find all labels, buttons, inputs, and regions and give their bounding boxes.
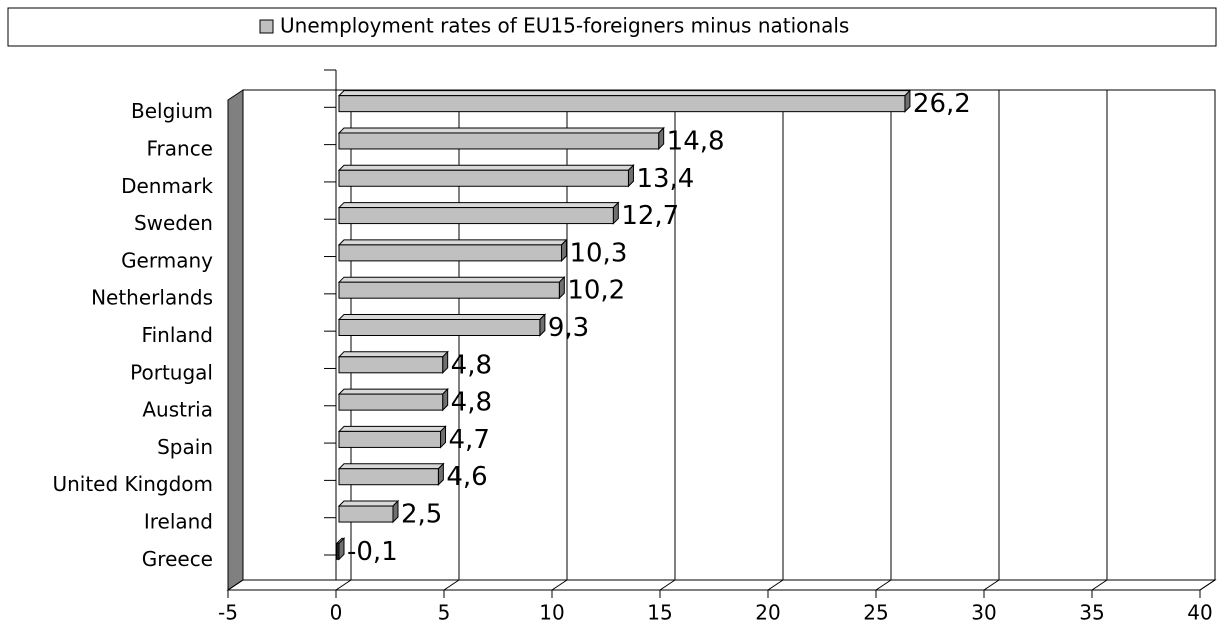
bar	[338, 505, 394, 523]
bar-top	[337, 127, 665, 134]
y-tick-label: Germany	[121, 248, 213, 272]
floor	[226, 579, 1217, 591]
y-tick-label: Denmark	[121, 174, 213, 198]
bar-top	[337, 425, 447, 432]
bar-top	[337, 351, 449, 358]
y-tick-label: United Kingdom	[52, 472, 213, 496]
value-label: 12,7	[621, 201, 679, 231]
x-tick-label: 5	[438, 601, 451, 625]
bar	[338, 132, 660, 150]
bar	[338, 393, 444, 411]
x-tick-label: 40	[1187, 601, 1212, 625]
bar-top	[337, 276, 566, 283]
value-label: -0,1	[347, 537, 398, 567]
y-tick-label: Netherlands	[91, 286, 213, 310]
y-tick-label: Portugal	[130, 360, 213, 384]
grid-line	[983, 579, 1000, 591]
value-label: 13,4	[636, 164, 694, 194]
x-tick-label: 10	[539, 601, 564, 625]
y-tick-label: France	[146, 136, 213, 160]
grid-line	[443, 579, 460, 591]
bar	[338, 356, 444, 374]
bar	[336, 542, 340, 560]
grid-line	[659, 579, 676, 591]
y-tick-label: Belgium	[131, 99, 213, 123]
grid-line	[1091, 579, 1108, 591]
y-tick-label: Greece	[142, 547, 213, 571]
value-label: 4,6	[446, 462, 487, 492]
value-label: 4,7	[449, 425, 490, 455]
bar	[338, 319, 541, 336]
bar	[338, 468, 439, 486]
bar-top	[337, 314, 547, 320]
x-tick-label: 20	[755, 601, 780, 625]
bar	[338, 430, 442, 448]
bar-top	[337, 164, 635, 171]
value-label: 9,3	[548, 313, 589, 343]
legend-swatch	[259, 19, 274, 34]
bar-top	[337, 90, 912, 97]
grid-line	[875, 579, 892, 591]
bar	[338, 95, 906, 113]
x-tick-label: 0	[330, 601, 343, 625]
value-label: 26,2	[913, 89, 971, 119]
bar	[338, 169, 629, 187]
y-tick-label: Austria	[142, 398, 213, 422]
bar	[338, 281, 560, 299]
grid-line	[335, 579, 352, 591]
grid-line	[551, 579, 568, 591]
bar-top	[337, 202, 620, 209]
legend-label: Unemployment rates of EU15-foreigners mi…	[280, 14, 849, 38]
grid-line	[1199, 579, 1216, 591]
bar-top	[337, 239, 568, 246]
y-tick-label: Finland	[142, 323, 213, 347]
x-tick-label: 25	[863, 601, 888, 625]
value-label: 4,8	[451, 388, 492, 418]
bar-top	[337, 388, 449, 395]
x-tick-label: -5	[218, 601, 238, 625]
value-label: 2,5	[401, 500, 442, 530]
bar	[338, 207, 614, 225]
value-label: 14,8	[667, 126, 725, 156]
y-tick-label: Ireland	[144, 510, 213, 534]
bar-top	[337, 463, 445, 470]
x-tick-label: 35	[1079, 601, 1104, 625]
x-tick-label: 15	[647, 601, 672, 625]
bar-top	[337, 500, 400, 507]
y-tick-label: Sweden	[134, 211, 213, 235]
side-wall	[227, 89, 244, 591]
y-tick-label: Spain	[157, 435, 213, 459]
value-label: 10,2	[567, 276, 625, 306]
grid-line	[227, 579, 244, 591]
value-label: 10,3	[569, 238, 627, 268]
value-label: 4,8	[451, 350, 492, 380]
legend-box	[7, 7, 1217, 47]
x-tick-label: 30	[971, 601, 996, 625]
bar	[338, 244, 562, 262]
grid-line	[767, 579, 784, 591]
